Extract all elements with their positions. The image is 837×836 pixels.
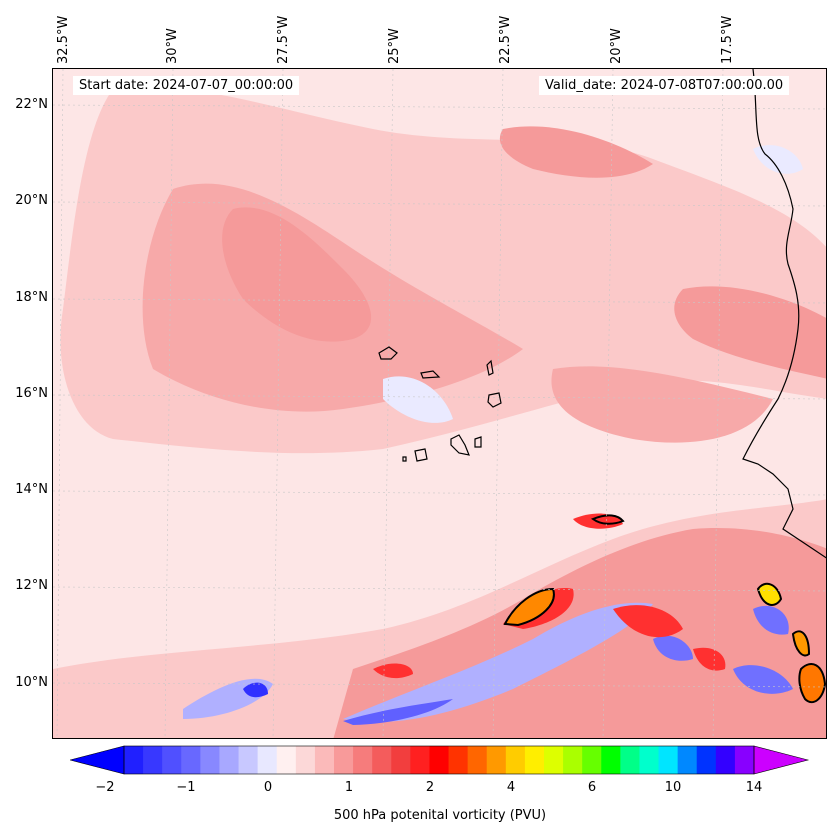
- colorbar-tick-label: 10: [664, 780, 682, 795]
- colorbar-outline: [123, 745, 755, 775]
- colorbar-cell: [505, 746, 526, 774]
- cape-verde-island-3: [486, 359, 494, 376]
- latitude-label: 16°N: [15, 386, 48, 401]
- pv-field-map: [53, 69, 826, 738]
- colorbar-tick-label: −2: [95, 780, 115, 795]
- colorbar-cell: [658, 746, 679, 774]
- colorbar-cell: [544, 746, 564, 774]
- pv-blue-filament-2: [343, 699, 453, 725]
- longitude-label: 25°W: [387, 28, 402, 64]
- cape-verde-island-1: [378, 346, 398, 360]
- colorbar-cell: [429, 746, 450, 774]
- cape-verde-island-4: [487, 392, 502, 408]
- colorbar-cell: [162, 746, 182, 774]
- colorbar-cell: [696, 746, 717, 774]
- pv-red-high-4: [373, 663, 413, 679]
- pv-blue-filament-4: [243, 682, 268, 698]
- colorbar-cell: [601, 746, 621, 774]
- pv-blue-filament-6: [653, 635, 693, 661]
- longitude-label: 20°W: [609, 28, 624, 64]
- colorbar-cell: [391, 746, 411, 774]
- colorbar-cell: [639, 746, 660, 774]
- colorbar-tick-label: −1: [176, 780, 196, 795]
- colorbar-tick-label: 1: [344, 780, 354, 795]
- colorbar-tick-label: 2: [425, 780, 435, 795]
- map-panel: [52, 68, 827, 739]
- colorbar-cell: [582, 746, 602, 774]
- pv-core-5: [590, 514, 625, 525]
- cape-verde-island-7: [414, 448, 428, 462]
- latitude-label: 14°N: [15, 482, 48, 497]
- colorbar-cell: [200, 746, 220, 774]
- valid-date-label: Valid_date: 2024-07-08T07:00:00.00: [539, 76, 790, 95]
- colorbar-cell: [715, 746, 736, 774]
- pv-band-salmon-2: [222, 207, 372, 342]
- colorbar-cell: [295, 746, 316, 774]
- colorbar-cell: [143, 746, 163, 774]
- pv-red-high-5: [693, 647, 726, 671]
- colorbar-cell: [238, 746, 259, 774]
- colorbar-cell: [448, 746, 469, 774]
- longitude-label: 22.5°W: [498, 15, 513, 64]
- latitude-label: 18°N: [15, 290, 48, 305]
- colorbar-extend-low: [70, 745, 125, 775]
- longitude-label: 30°W: [165, 28, 180, 64]
- pv-band-salmon-3: [499, 126, 653, 178]
- latitude-label: 12°N: [15, 578, 48, 593]
- pv-core-3: [756, 582, 783, 606]
- colorbar-tick-label: 6: [587, 780, 597, 795]
- colorbar-cell: [353, 746, 373, 774]
- colorbar-cell: [314, 746, 335, 774]
- pv-neg-streak-2: [753, 145, 803, 174]
- colorbar-extend-high: [753, 745, 810, 775]
- colorbar-cell: [467, 746, 488, 774]
- colorbar: [70, 745, 810, 775]
- colorbar-cell: [486, 746, 507, 774]
- latitude-label: 22°N: [15, 97, 48, 112]
- colorbar-cell: [620, 746, 640, 774]
- cape-verde-island-2: [420, 370, 441, 379]
- colorbar-cell: [334, 746, 354, 774]
- pv-neg-streak-1: [383, 376, 453, 423]
- colorbar-tick-label: 4: [506, 780, 516, 795]
- longitude-label: 32.5°W: [56, 15, 71, 64]
- colorbar-cell: [257, 746, 278, 774]
- colorbar-cell: [524, 746, 545, 774]
- colorbar-title: 500 hPa potenital vorticity (PVU): [333, 808, 547, 823]
- cape-verde-island-8: [402, 456, 407, 462]
- colorbar-cell: [181, 746, 201, 774]
- pv-core-2: [798, 663, 826, 704]
- africa-coastline: [742, 69, 826, 559]
- colorbar-cell: [372, 746, 392, 774]
- colorbar-cell: [219, 746, 240, 774]
- longitude-label: 27.5°W: [276, 15, 291, 64]
- colorbar-tick-label: 0: [263, 780, 273, 795]
- colorbar-cell: [124, 746, 144, 774]
- colorbar-cell: [276, 746, 297, 774]
- pv-core-4: [791, 630, 811, 657]
- cape-verde-island-5: [450, 434, 470, 456]
- colorbar-cell: [410, 746, 430, 774]
- pv-red-high-3: [613, 605, 683, 638]
- colorbar-cell: [563, 746, 583, 774]
- pv-band-salmon-5: [551, 366, 773, 443]
- pv-blue-filament-1: [343, 602, 653, 723]
- pv-blue-filament-7: [753, 605, 789, 635]
- start-date-label: Start date: 2024-07-07_00:00:00: [73, 76, 300, 95]
- colorbar-tick-label: 14: [745, 780, 763, 795]
- pv-band-salmon-4: [674, 286, 826, 379]
- colorbar-cell: [677, 746, 698, 774]
- pv-core-1: [503, 587, 555, 627]
- colorbar-cell: [734, 746, 755, 774]
- longitude-label: 17.5°W: [720, 15, 735, 64]
- latitude-label: 20°N: [15, 193, 48, 208]
- latitude-label: 10°N: [15, 675, 48, 690]
- cape-verde-island-6: [474, 436, 482, 448]
